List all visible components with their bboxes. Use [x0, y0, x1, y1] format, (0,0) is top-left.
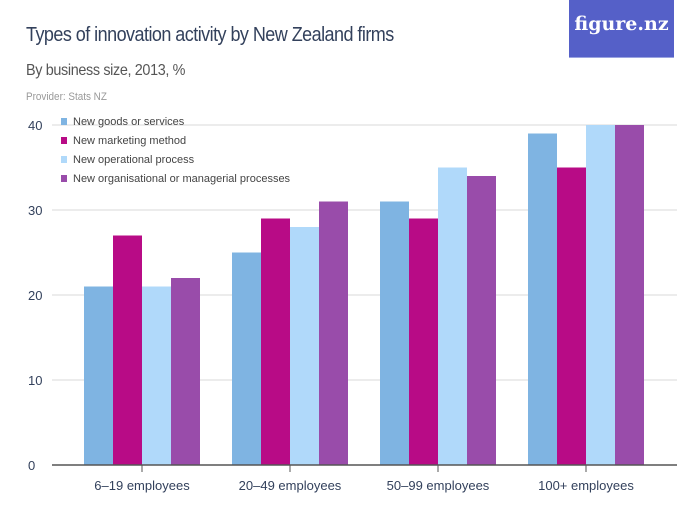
bar	[557, 167, 586, 465]
bar	[319, 201, 348, 465]
legend-swatch	[61, 137, 67, 144]
bar	[113, 235, 142, 465]
legend-label: New organisational or managerial process…	[73, 173, 291, 185]
bar	[84, 286, 113, 465]
legend-label: New operational process	[73, 154, 195, 166]
bar	[615, 125, 644, 465]
bar	[380, 201, 409, 465]
y-tick-label: 20	[28, 288, 42, 303]
provider-label: Provider: Stats NZ	[26, 91, 107, 103]
legend-label: New marketing method	[73, 135, 186, 147]
chart-title: Types of innovation activity by New Zeal…	[26, 24, 394, 46]
bar	[528, 133, 557, 465]
bar	[232, 252, 261, 465]
bar	[409, 218, 438, 465]
bar	[261, 218, 290, 465]
x-tick-label: 100+ employees	[538, 478, 634, 493]
bar	[142, 286, 171, 465]
x-tick-label: 50–99 employees	[387, 478, 490, 493]
legend-swatch	[61, 175, 67, 182]
x-tick-label: 6–19 employees	[94, 478, 190, 493]
bar	[467, 176, 496, 465]
y-tick-label: 0	[28, 458, 35, 473]
chart-subtitle: By business size, 2013, %	[26, 62, 186, 79]
bar	[171, 278, 200, 465]
y-tick-label: 30	[28, 203, 42, 218]
logo-text: figure.nz	[574, 13, 669, 35]
legend-swatch	[61, 156, 67, 163]
figure-nz-logo[interactable]: figure.nz	[569, 0, 674, 58]
bar	[290, 227, 319, 465]
y-tick-label: 40	[28, 118, 42, 133]
bar	[438, 167, 467, 465]
bar	[586, 125, 615, 465]
legend-swatch	[61, 118, 67, 125]
legend-label: New goods or services	[73, 116, 185, 128]
y-tick-label: 10	[28, 373, 42, 388]
x-tick-label: 20–49 employees	[239, 478, 342, 493]
